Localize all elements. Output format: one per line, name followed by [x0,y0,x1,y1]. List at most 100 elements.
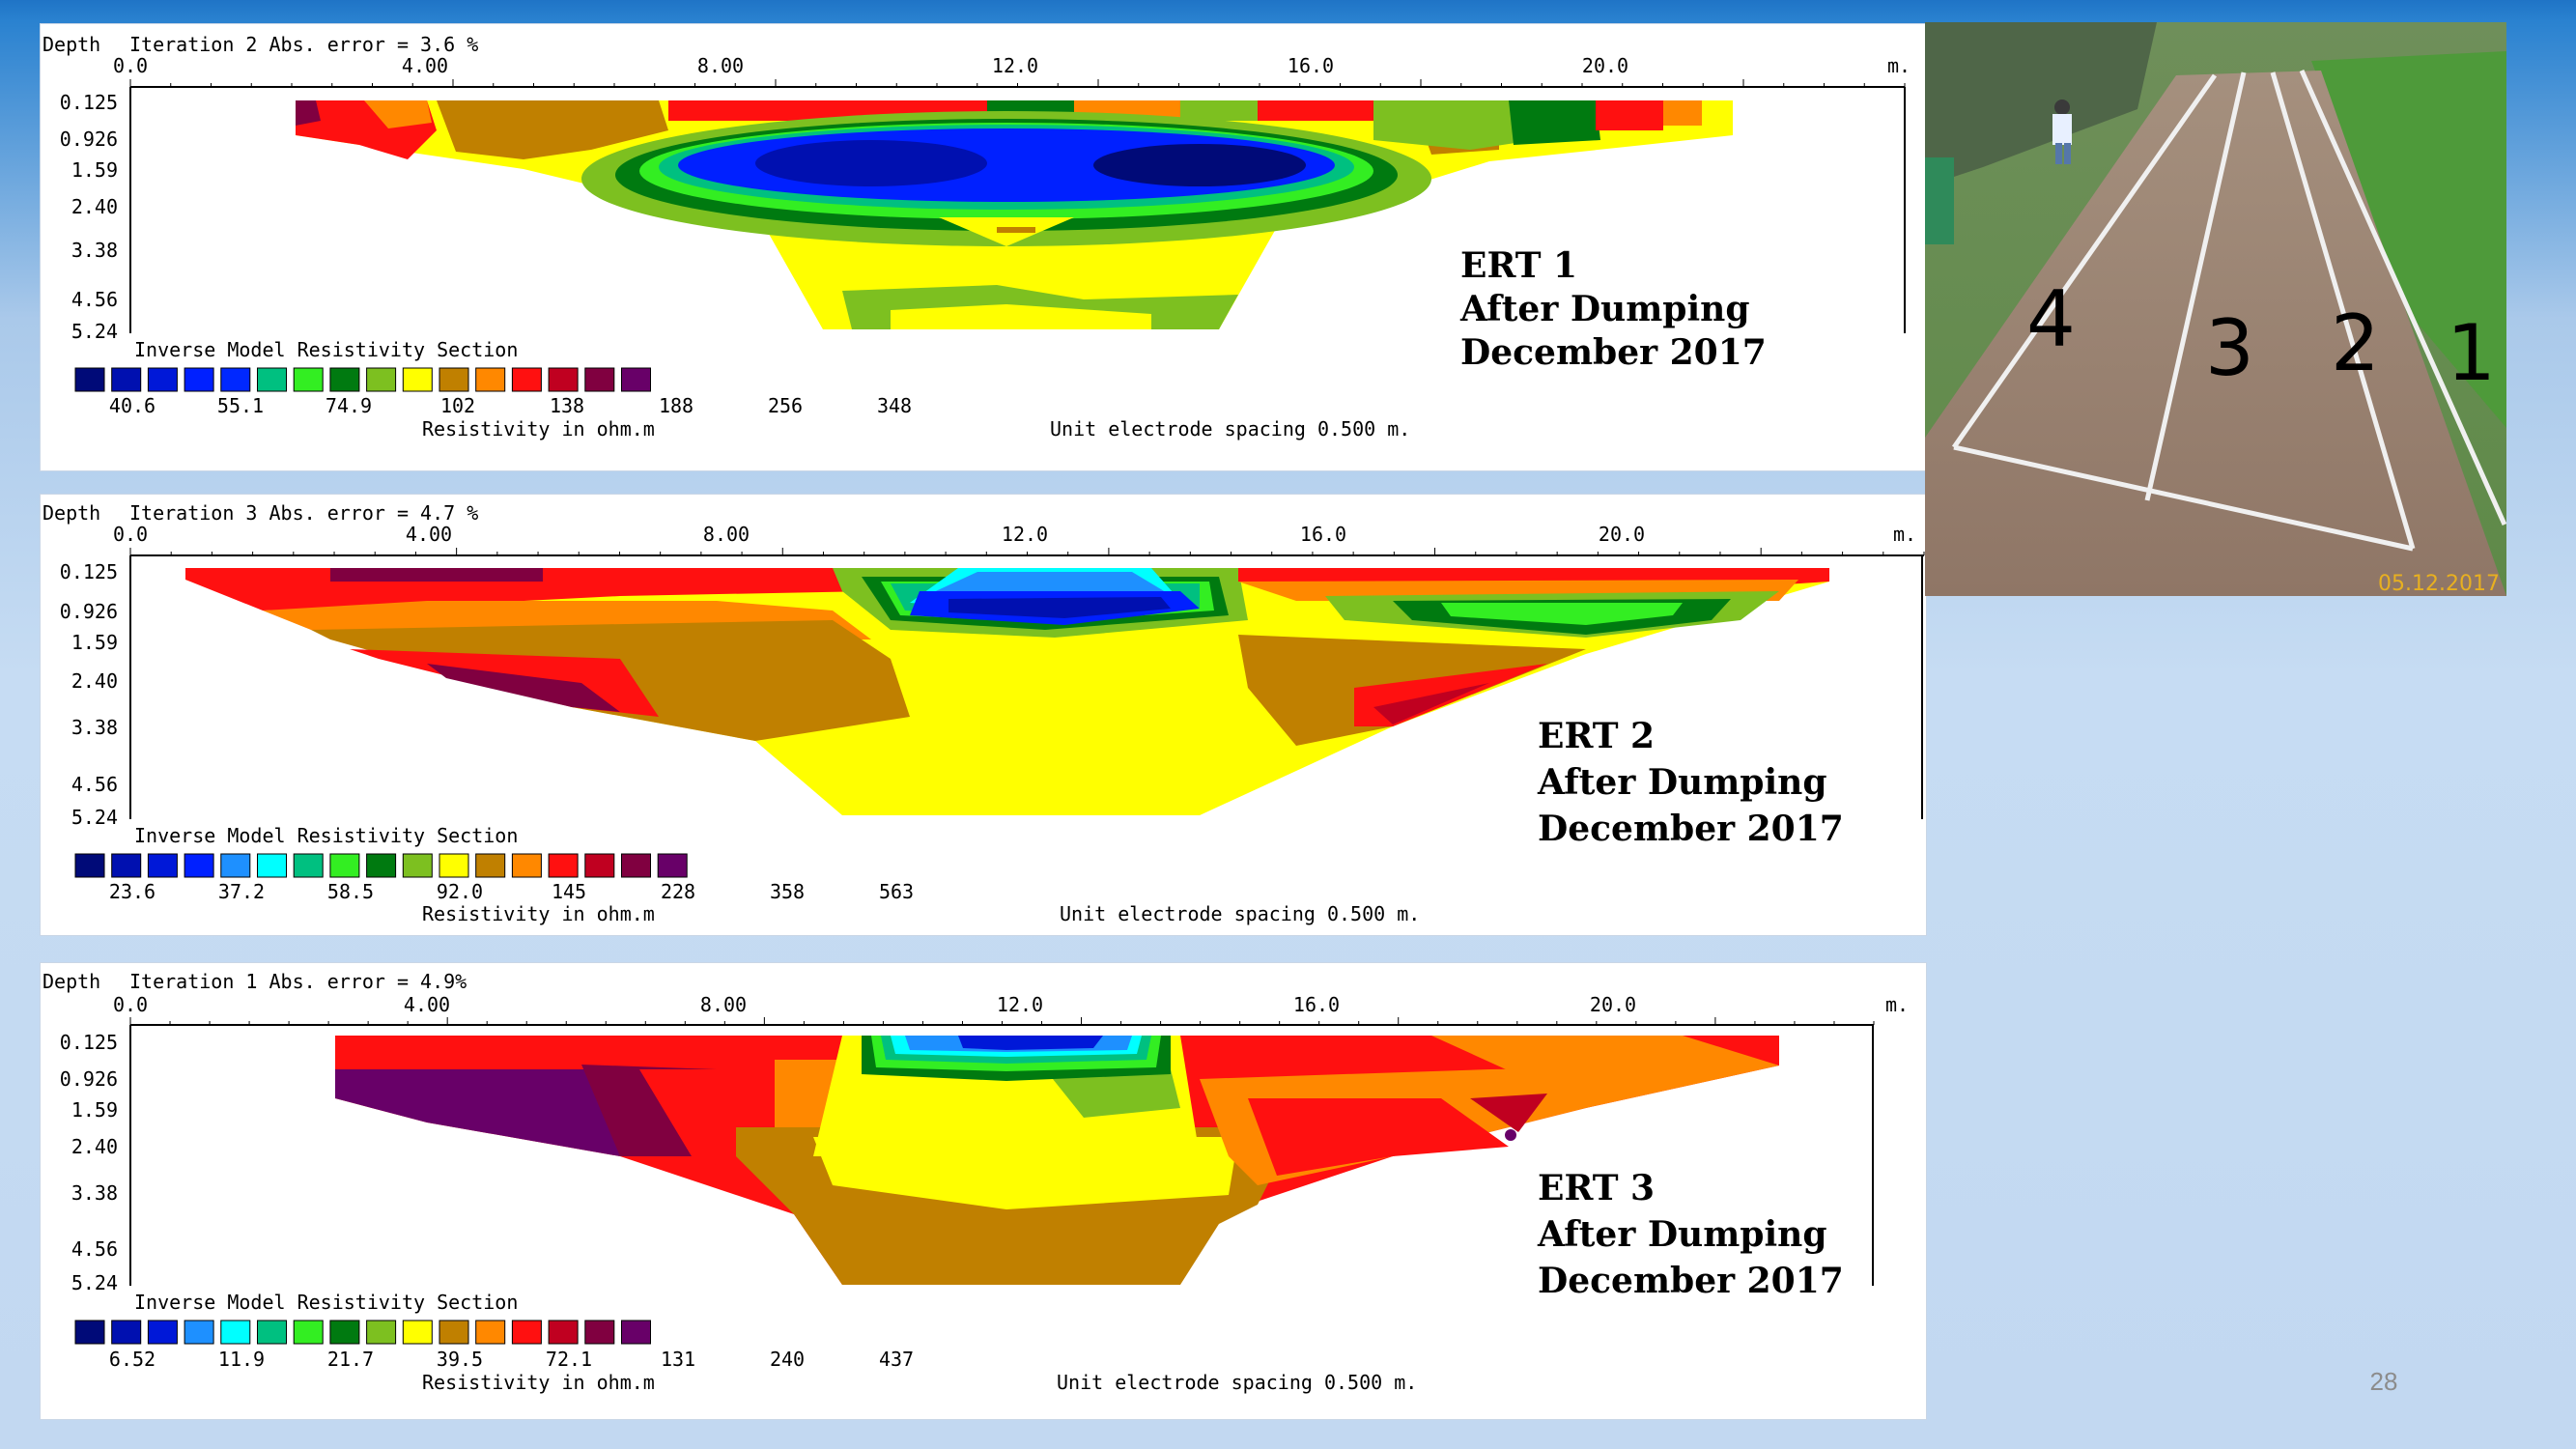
color-legend [74,853,688,878]
legend-swatch [111,367,142,392]
legend-label: 358 [770,880,805,903]
legend-swatch [147,1320,178,1345]
legend-swatch [293,853,324,878]
survey-lines [1951,69,2506,552]
depth-tick-labels: 0.125 0.926 1.59 2.40 3.38 4.56 5.24 [60,91,118,343]
ert-date: December 2017 [1538,1261,1844,1301]
unit-label: Resistivity in ohm.m [422,417,655,440]
legend-swatch [329,1320,360,1345]
ert-title: ERT 3 [1538,1168,1655,1208]
legend-swatch [184,853,214,878]
depth-tick-label: 2.40 [71,669,118,693]
legend-label: 240 [770,1348,805,1371]
legend-swatch [621,367,651,392]
axis-minor-ticks [129,79,1906,87]
x-unit-label: m. [1885,993,1909,1016]
legend-swatch [74,853,105,878]
spacing-label: Unit electrode spacing 0.500 m. [1050,417,1410,440]
legend-swatch [293,1320,324,1345]
legend-label: 256 [768,394,803,417]
depth-tick-label: 1.59 [71,631,118,654]
legend-label: 188 [659,394,694,417]
legend-swatch [584,1320,615,1345]
zone-darkgreen [1509,100,1600,145]
legend-swatch [329,853,360,878]
x-tick-label: 8.00 [703,523,750,546]
depth-label: Depth [42,970,100,993]
depth-tick-label: 0.125 [60,560,118,583]
legend-swatch [220,1320,251,1345]
legend-swatch [293,367,324,392]
date-stamp: 05.12.2017 [2378,572,2500,596]
spacing-label: Unit electrode spacing 0.500 m. [1057,1371,1417,1394]
legend-label: 58.5 [327,880,374,903]
ert-date: December 2017 [1460,332,1767,373]
legend-swatch [439,853,469,878]
legend-swatch [439,1320,469,1345]
legend-swatch [548,1320,579,1345]
zone-maroon [427,664,620,712]
ert1-panel: Depth Iteration 2 Abs. error = 3.6 % 0.0… [40,23,1927,471]
grass-field [2311,51,2506,428]
section-title: Inverse Model Resistivity Section [134,338,518,361]
x-tick-label: 20.0 [1599,523,1645,546]
legend-label: 145 [552,880,586,903]
depth-tick-label: 4.56 [71,1237,118,1261]
zone-small-orange [997,227,1035,233]
depth-tick-label: 3.38 [71,1181,118,1205]
legend-swatch [74,1320,105,1345]
x-tick-label: 8.00 [700,993,747,1016]
legend-swatch [584,367,615,392]
zone-blue [958,1036,1103,1050]
legend-swatch [511,1320,542,1345]
zone-orange [364,100,432,128]
legend-swatch [402,1320,433,1345]
axis-minor-ticks [129,548,1925,555]
depth-tick-label: 3.38 [71,716,118,739]
legend-label: 72.1 [546,1348,592,1371]
zone-yellow-bottom [891,304,1151,329]
zone-darkblue [755,140,987,186]
legend-swatch [257,853,287,878]
ert-date: December 2017 [1538,809,1844,849]
ert-subtitle: After Dumping [1537,762,1827,803]
line-label: 4 [2026,274,2076,364]
legend-swatch [621,1320,651,1345]
legend-swatch [439,367,469,392]
x-tick-label: 16.0 [1288,54,1334,77]
legend-label: 40.6 [109,394,156,417]
zone-green [1441,603,1683,625]
field-photo-svg: 4 3 2 1 05.12.2017 [1925,22,2506,596]
legend-swatch [220,853,251,878]
worker-figure [2052,99,2072,164]
legend-swatch [366,1320,397,1345]
legend-swatch [184,367,214,392]
x-tick-labels: 0.0 4.00 8.00 12.0 16.0 20.0 m. [113,523,1916,546]
x-tick-label: 20.0 [1582,54,1628,77]
zone-green [1180,100,1258,121]
legend-swatch [329,367,360,392]
legend-swatch [111,853,142,878]
color-legend [74,367,651,392]
line-label: 3 [2205,303,2254,393]
zone-darkblue [1093,144,1306,186]
legend-swatch [548,367,579,392]
depth-tick-label: 3.38 [71,239,118,262]
line-number-labels: 4 3 2 1 [2026,274,2496,398]
unit-label: Resistivity in ohm.m [422,1371,655,1394]
line-label: 2 [2331,298,2380,388]
zone-lightgreen [1045,1069,1180,1118]
x-unit-label: m. [1887,54,1911,77]
depth-label: Depth [42,501,100,525]
x-tick-label: 0.0 [113,54,148,77]
legend-swatch [220,367,251,392]
legend-label: 74.9 [326,394,372,417]
legend-label: 437 [879,1348,914,1371]
x-tick-label: 4.00 [404,993,450,1016]
x-tick-label: 12.0 [1002,523,1048,546]
legend-swatch [475,1320,506,1345]
zone-darkblue [948,597,1171,618]
depth-tick-label: 0.125 [60,1031,118,1054]
depth-tick-label: 1.59 [71,158,118,182]
depth-tick-label: 2.40 [71,195,118,218]
